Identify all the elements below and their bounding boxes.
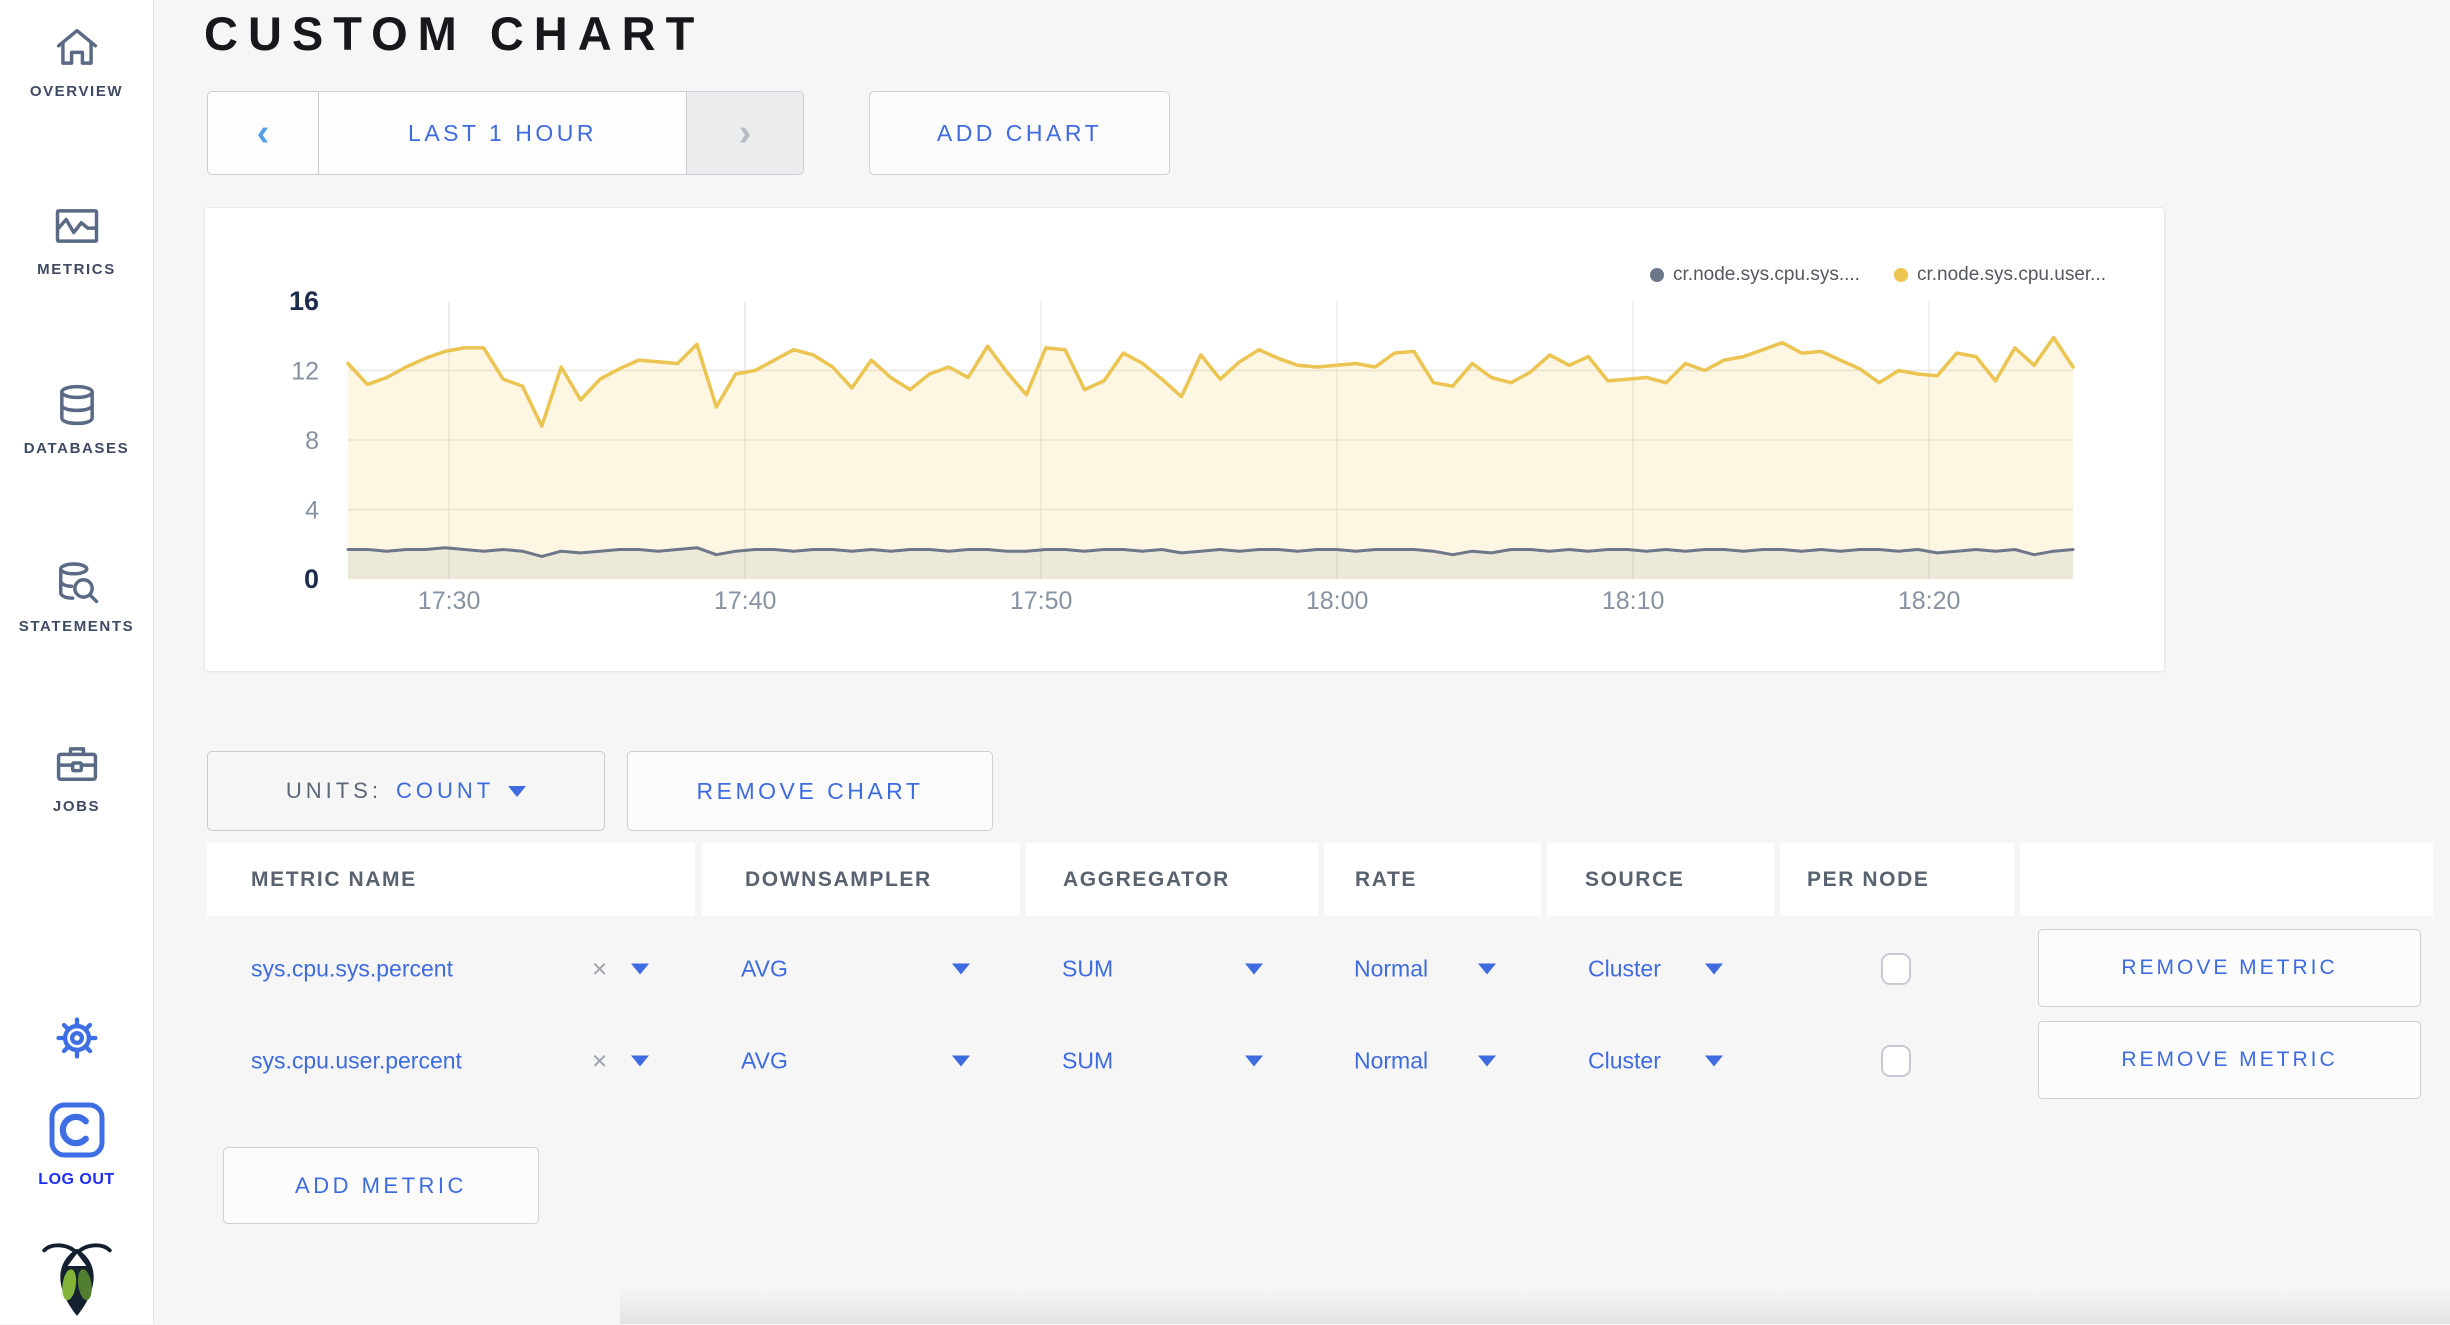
metric-name-value[interactable]: sys.cpu.user.percent (251, 1047, 462, 1074)
chart-legend: cr.node.sys.cpu.sys.... cr.node.sys.cpu.… (1650, 264, 2106, 286)
sidebar-item-statements[interactable]: STATEMENTS (0, 557, 153, 635)
svg-text:16: 16 (289, 286, 319, 316)
svg-text:17:40: 17:40 (714, 587, 777, 615)
metric-dropdown-caret-icon[interactable] (631, 963, 649, 975)
legend-dot-user (1893, 268, 1908, 282)
source-caret-icon[interactable] (1705, 963, 1723, 975)
metrics-line-chart[interactable]: 17:30 17:40 17:50 18:00 18:10 18:20 0 4 8 12 16 (205, 208, 2164, 671)
chevron-down-icon (508, 785, 527, 797)
sidebar-item-label: STATEMENTS (18, 618, 135, 635)
per-node-checkbox[interactable] (1881, 1045, 1911, 1077)
cockroachdb-brand[interactable] (0, 1240, 153, 1325)
legend-entry-user[interactable]: cr.node.sys.cpu.user... (1893, 264, 2106, 286)
database-icon (59, 384, 94, 426)
legend-dot-sys (1650, 268, 1665, 282)
rate-select[interactable]: Normal (1354, 1047, 1429, 1074)
svg-text:12: 12 (291, 358, 319, 386)
time-range-prev-button[interactable]: ‹ (208, 92, 319, 174)
svg-text:18:00: 18:00 (1306, 587, 1369, 615)
bottom-shadow (620, 1288, 2450, 1324)
column-header-metric-name: METRIC NAME (207, 843, 695, 916)
svg-text:8: 8 (305, 427, 319, 455)
page-title: CUSTOM CHART (204, 7, 705, 60)
rate-caret-icon[interactable] (1478, 963, 1496, 975)
units-label: UNITS: (285, 778, 382, 803)
settings-button[interactable] (0, 1012, 153, 1069)
column-header-per-node: PER NODE (1780, 843, 2014, 916)
add-chart-button[interactable]: ADD CHART (869, 91, 1170, 175)
legend-label-user: cr.node.sys.cpu.user... (1916, 264, 2106, 285)
column-header-downsampler: DOWNSAMPLER (702, 843, 1020, 916)
svg-text:0: 0 (304, 564, 319, 594)
units-value: COUNT (395, 778, 495, 803)
downsampler-caret-icon[interactable] (952, 963, 970, 975)
aggregator-caret-icon[interactable] (1245, 1055, 1263, 1067)
metrics-icon (55, 209, 98, 243)
svg-text:17:50: 17:50 (1010, 587, 1073, 615)
legend-entry-sys[interactable]: cr.node.sys.cpu.sys.... (1650, 264, 1860, 286)
clear-metric-icon[interactable]: × (592, 1045, 608, 1076)
chart-card: cr.node.sys.cpu.sys.... cr.node.sys.cpu.… (204, 207, 2165, 672)
metric-dropdown-caret-icon[interactable] (631, 1055, 649, 1067)
chevron-left-icon: ‹ (256, 112, 270, 154)
aggregator-select[interactable]: SUM (1062, 1047, 1114, 1074)
legend-label-sys: cr.node.sys.cpu.sys.... (1673, 264, 1860, 285)
add-metric-button[interactable]: ADD METRIC (223, 1147, 539, 1224)
per-node-checkbox[interactable] (1881, 953, 1911, 985)
home-icon (56, 28, 97, 65)
gear-icon (55, 1017, 98, 1059)
clear-metric-icon[interactable]: × (592, 953, 608, 984)
time-range-label[interactable]: LAST 1 HOUR (408, 119, 597, 146)
units-dropdown[interactable]: UNITS: COUNT (207, 751, 605, 831)
time-range-next-button[interactable]: › (686, 92, 803, 174)
column-header-actions (2020, 843, 2433, 916)
source-select[interactable]: Cluster (1588, 955, 1661, 982)
cockroach-c-logo (49, 1102, 104, 1158)
sidebar-item-jobs[interactable]: JOBS (0, 737, 153, 815)
sidebar-item-label: OVERVIEW (29, 83, 124, 100)
sidebar: OVERVIEW METRICS DATABASES (0, 0, 154, 1324)
column-header-source: SOURCE (1547, 843, 1774, 916)
sidebar-item-label: METRICS (37, 261, 116, 278)
chevron-right-icon: › (738, 112, 752, 154)
downsampler-select[interactable]: AVG (741, 1047, 788, 1074)
column-header-rate: RATE (1324, 843, 1541, 916)
table-row: sys.cpu.sys.percent × AVG SUM Normal Clu… (0, 929, 2450, 1007)
downsampler-select[interactable]: AVG (741, 955, 788, 982)
column-header-aggregator: AGGREGATOR (1026, 843, 1318, 916)
aggregator-select[interactable]: SUM (1062, 955, 1114, 982)
cockroach-bug-icon (41, 1243, 112, 1316)
logout-button[interactable]: LOG OUT (0, 1100, 153, 1189)
svg-text:17:30: 17:30 (418, 587, 481, 615)
table-row: sys.cpu.user.percent × AVG SUM Normal Cl… (0, 1021, 2450, 1099)
jobs-icon (56, 747, 97, 781)
source-caret-icon[interactable] (1705, 1055, 1723, 1067)
svg-text:18:20: 18:20 (1898, 587, 1961, 615)
logout-label: LOG OUT (38, 1171, 115, 1188)
rate-caret-icon[interactable] (1478, 1055, 1496, 1067)
metric-name-value[interactable]: sys.cpu.sys.percent (251, 955, 453, 982)
remove-chart-button[interactable]: REMOVE CHART (627, 751, 993, 831)
statements-icon (58, 562, 98, 604)
time-range-selector: ‹ LAST 1 HOUR › (207, 91, 804, 175)
remove-metric-button[interactable]: REMOVE METRIC (2038, 1021, 2421, 1099)
aggregator-caret-icon[interactable] (1245, 963, 1263, 975)
svg-text:18:10: 18:10 (1602, 587, 1665, 615)
sidebar-item-label: DATABASES (23, 440, 130, 457)
sidebar-item-databases[interactable]: DATABASES (0, 379, 153, 457)
sidebar-item-label: JOBS (52, 798, 101, 815)
rate-select[interactable]: Normal (1354, 955, 1429, 982)
remove-metric-button[interactable]: REMOVE METRIC (2038, 929, 2421, 1007)
svg-text:4: 4 (305, 497, 319, 525)
sidebar-item-metrics[interactable]: METRICS (0, 200, 153, 278)
downsampler-caret-icon[interactable] (952, 1055, 970, 1067)
sidebar-item-overview[interactable]: OVERVIEW (0, 22, 153, 100)
source-select[interactable]: Cluster (1588, 1047, 1661, 1074)
